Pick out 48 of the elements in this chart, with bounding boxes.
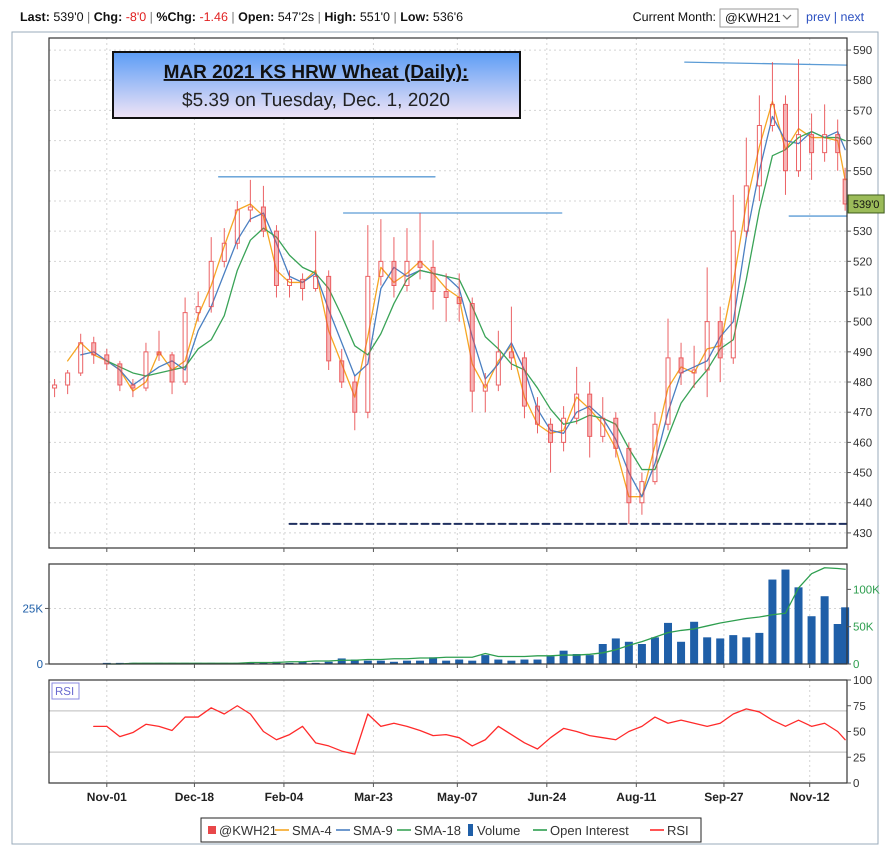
text: @KWH21 (725, 11, 781, 25)
x-tick-label: Jun-24 (527, 790, 566, 804)
annotation: RSI (55, 686, 74, 698)
text: Last: 539'0 | Chg: -8'0 | %Chg: -1.46 | Open: 547'2s | High: 551'0 | Low: 536'6 (20, 10, 464, 24)
y-tick-label: 470 (853, 407, 872, 420)
y-tick-label: 0 (853, 778, 860, 790)
legend-label: Volume (477, 823, 520, 838)
y-tick-label: 570 (853, 105, 872, 118)
y-tick-label: 25K (22, 603, 44, 616)
y-tick-label: 560 (853, 136, 872, 148)
legend-label: SMA-4 (292, 823, 332, 838)
y-tick-label: 430 (853, 528, 872, 540)
y2-tick-label: 100K (853, 584, 880, 596)
y-tick-label: 440 (853, 498, 872, 510)
x-tick-label: Nov-12 (790, 790, 830, 804)
y-tick-label: 450 (853, 468, 872, 480)
legend-label: RSI (667, 823, 689, 838)
x-tick-label: Feb-04 (264, 790, 304, 804)
y-tick-label: 550 (853, 166, 872, 178)
y-tick-label: 500 (853, 316, 872, 329)
y-tick-label: 530 (853, 226, 872, 238)
text: prev | next (806, 10, 865, 24)
y-tick-label: 25 (853, 752, 866, 764)
y-tick-label: 460 (853, 437, 872, 450)
annotation: 539'0 (852, 198, 880, 211)
x-tick-label: Mar-23 (354, 790, 394, 804)
text: MAR 2021 KS HRW Wheat (Daily): (164, 62, 468, 83)
text: $5.39 on Tuesday, Dec. 1, 2020 (182, 90, 450, 111)
y-tick-label: 100 (853, 675, 872, 687)
y-tick-label: 50 (853, 726, 866, 738)
legend-label: SMA-18 (414, 823, 461, 838)
y-tick-label: 580 (853, 75, 872, 88)
y-tick-label: 520 (853, 256, 872, 268)
legend-label: SMA-9 (353, 823, 393, 838)
y-tick-label: 510 (853, 286, 872, 298)
x-tick-label: Dec-18 (174, 790, 214, 804)
y-tick-label: 75 (853, 700, 866, 713)
y-tick-label: 490 (853, 346, 872, 359)
legend-label: Open Interest (550, 823, 630, 838)
x-tick-label: May-07 (436, 790, 478, 804)
y2-tick-label: 50K (853, 622, 874, 634)
x-tick-label: Nov-01 (86, 790, 128, 804)
text: Current Month: (632, 10, 716, 24)
x-tick-label: Aug-11 (616, 790, 657, 804)
x-tick-label: Sep-27 (704, 790, 744, 804)
legend-label: @KWH21 (219, 823, 277, 838)
y-tick-label: 590 (853, 45, 872, 58)
y-tick-label: 480 (853, 377, 872, 390)
